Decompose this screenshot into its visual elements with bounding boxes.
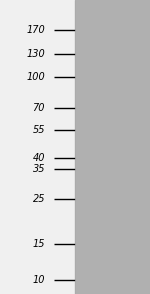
Text: 55: 55 [33, 125, 45, 135]
Text: 70: 70 [33, 103, 45, 113]
Text: 10: 10 [33, 275, 45, 285]
Text: 15: 15 [33, 239, 45, 249]
Text: 35: 35 [33, 164, 45, 174]
Bar [75, 0, 150, 294]
Text: 130: 130 [26, 49, 45, 59]
Text: 170: 170 [26, 25, 45, 35]
Text: 25: 25 [33, 194, 45, 204]
Text: 40: 40 [33, 153, 45, 163]
Bar [0, 0, 75, 294]
Text: 100: 100 [26, 72, 45, 82]
